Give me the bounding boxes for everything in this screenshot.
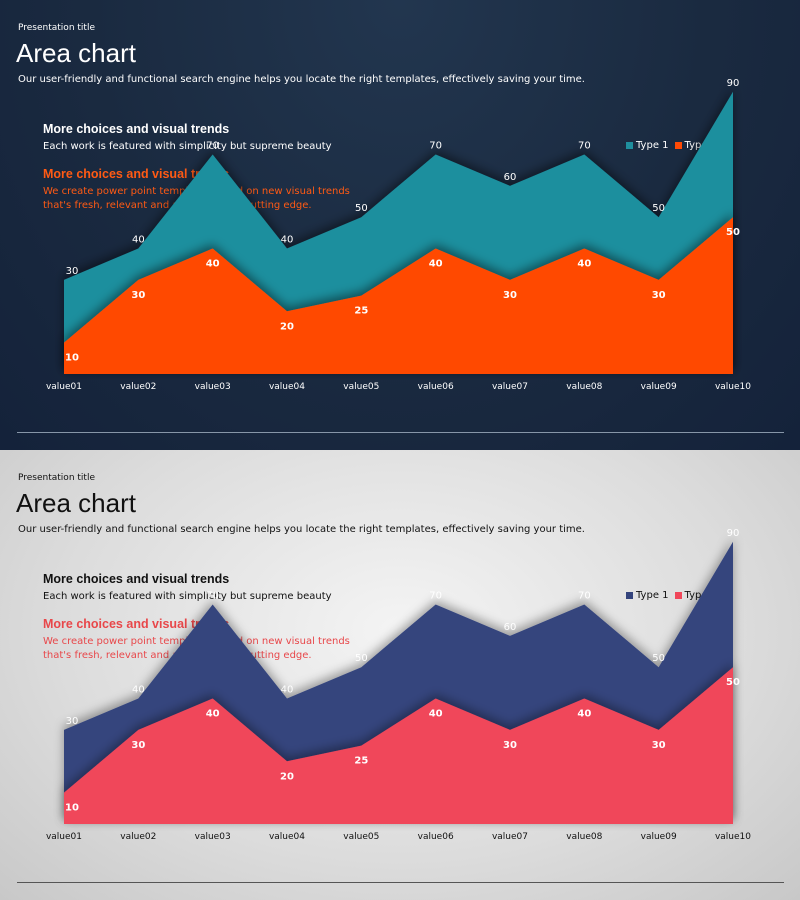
legend-swatch-type2 [674,592,682,599]
data-label-series1: 60 [504,172,517,183]
data-label-series1: 40 [281,685,294,696]
data-label-series1: 70 [206,590,219,601]
x-tick-label: value07 [492,382,528,392]
data-label-series2: 50 [726,227,740,238]
heading-primary: More choices and visual trends [43,572,230,586]
legend-label-type1: Type 1 [636,590,669,601]
area-chart: 30 40 70 40 50 70 60 70 50 90 10 30 40 20 25 40 30 40 30 50… [46,78,751,392]
legend-item-type2: Type 2 [674,590,718,601]
data-label-series1: 70 [206,140,219,151]
x-tick-label: value06 [418,832,454,842]
x-tick-label: value07 [492,832,528,842]
slide-light: Presentation title Area chart Our user-f… [0,450,800,900]
bottom-divider [17,882,784,883]
data-label-series1: 30 [66,716,79,727]
data-label-series2: 30 [503,740,517,751]
x-tick-label: value08 [566,832,602,842]
data-label-series2: 40 [429,709,443,720]
x-tick-label: value10 [715,382,751,392]
legend-swatch-type1 [626,142,633,149]
heading-accent: More choices and visual trends [43,167,230,181]
data-label-series1: 50 [355,653,368,664]
chart-legend: Type 1 Type 2 [626,590,723,601]
presentation-title: Presentation title [18,473,95,483]
legend-item-type1: Type 1 [626,590,669,601]
page-title: Area chart [16,488,136,518]
presentation-title: Presentation title [18,23,95,33]
description-primary: Each work is featured with simplicity bu… [43,591,332,602]
x-tick-label: value03 [195,832,231,842]
data-label-series2: 40 [429,259,443,270]
data-label-series2: 30 [652,740,666,751]
x-tick-label: value09 [641,832,677,842]
legend-item-type1: Type 1 [626,140,669,151]
heading-primary: More choices and visual trends [43,122,230,136]
description-primary: Each work is featured with simplicity bu… [43,141,332,152]
x-tick-label: value04 [269,382,305,392]
data-label-series1: 50 [652,203,665,214]
data-label-series1: 70 [429,590,442,601]
bottom-divider [17,432,784,433]
slide-dark: Presentation title Area chart Our user-f… [0,0,800,450]
area-series-2 [64,667,733,824]
data-label-series2: 40 [577,709,591,720]
data-label-series1: 70 [578,140,591,151]
chart-legend: Type 1 Type 2 [626,140,723,151]
x-tick-label: value05 [343,832,379,842]
data-label-series2: 30 [131,290,145,301]
x-tick-label: value02 [120,382,156,392]
data-label-series2: 20 [280,321,294,332]
data-label-series1: 40 [132,235,145,246]
data-label-series2: 40 [206,709,220,720]
data-label-series2: 25 [354,756,368,767]
data-label-series1: 70 [578,590,591,601]
data-label-series1: 90 [727,78,740,89]
data-label-series2: 40 [206,259,220,270]
x-tick-label: value08 [566,382,602,392]
legend-item-type2: Type 2 [674,140,718,151]
x-tick-label: value09 [641,382,677,392]
data-label-series1: 70 [429,140,442,151]
data-label-series2: 30 [503,290,517,301]
heading-accent: More choices and visual trends [43,617,230,631]
legend-label-type1: Type 1 [636,140,669,151]
legend-swatch-type1 [626,592,633,599]
data-label-series1: 40 [132,685,145,696]
data-label-series2: 40 [577,259,591,270]
x-tick-label: value10 [715,832,751,842]
data-label-series2: 20 [280,771,294,782]
area-series-2 [64,217,733,374]
data-label-series2: 30 [131,740,145,751]
area-chart: 30 40 70 40 50 70 60 70 50 90 10 30 40 20 25 40 30 40 30 50… [46,528,751,842]
page-title: Area chart [16,38,136,68]
data-label-series2: 10 [65,803,79,814]
x-tick-label: value01 [46,382,82,392]
x-tick-label: value06 [418,382,454,392]
data-label-series2: 30 [652,290,666,301]
data-label-series2: 25 [354,306,368,317]
data-label-series1: 50 [355,203,368,214]
x-tick-label: value04 [269,832,305,842]
data-label-series2: 50 [726,677,740,688]
x-tick-label: value02 [120,832,156,842]
legend-label-type2: Type 2 [684,140,718,151]
x-tick-label: value01 [46,832,82,842]
data-label-series1: 30 [66,266,79,277]
data-label-series2: 10 [65,353,79,364]
data-label-series1: 60 [504,622,517,633]
x-tick-label: value05 [343,382,379,392]
data-label-series1: 90 [727,528,740,539]
legend-label-type2: Type 2 [684,590,718,601]
subtitle: Our user-friendly and functional search … [18,74,585,85]
x-tick-label: value03 [195,382,231,392]
data-label-series1: 50 [652,653,665,664]
subtitle: Our user-friendly and functional search … [18,524,585,535]
data-label-series1: 40 [281,235,294,246]
legend-swatch-type2 [674,142,682,149]
